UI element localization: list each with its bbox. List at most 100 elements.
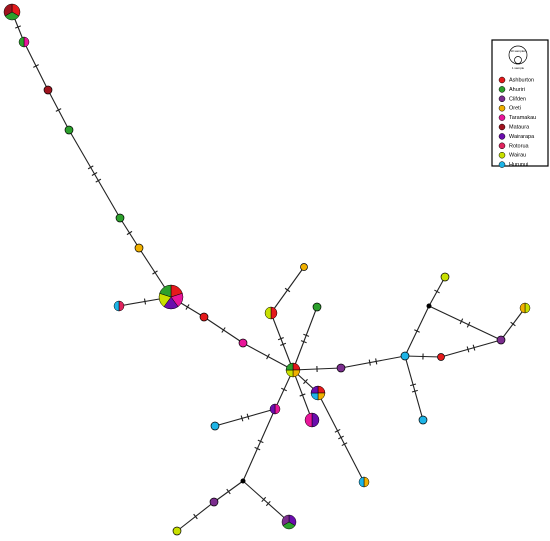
mutation-tick xyxy=(261,496,267,503)
mutation-tick xyxy=(375,358,378,365)
haplotype-slice xyxy=(363,476,370,488)
haplotype xyxy=(210,421,220,431)
mutation-tick xyxy=(226,488,231,495)
haplotype xyxy=(440,272,450,282)
edges xyxy=(11,11,526,532)
haplotype xyxy=(418,415,428,425)
scale-circle-small xyxy=(514,56,522,64)
legend-label: Ashburton xyxy=(509,77,534,83)
mutation-tick xyxy=(91,172,98,176)
haplotype-slice xyxy=(269,403,276,415)
mutation-tick xyxy=(284,287,291,293)
haplotype-slice xyxy=(274,403,281,415)
legend-swatch xyxy=(498,76,506,84)
haplotype xyxy=(496,335,506,345)
scale-label: 10 samples xyxy=(510,49,526,53)
edge xyxy=(270,312,294,371)
edge xyxy=(428,305,502,341)
mutation-tick xyxy=(277,337,284,341)
mutation-tick xyxy=(33,64,39,68)
legend-swatch xyxy=(498,104,506,112)
mutation-tick xyxy=(466,346,470,353)
legend-swatch xyxy=(498,161,506,168)
haplotype-slice xyxy=(358,476,365,488)
mutation-tick xyxy=(510,321,516,327)
haplotype-slice xyxy=(285,369,294,378)
mutation-tick xyxy=(240,415,244,422)
legend-label: Oreti xyxy=(509,106,521,112)
haplotype-slice xyxy=(519,302,526,314)
mutation-tick xyxy=(414,329,420,333)
legend-swatch xyxy=(498,95,506,103)
mutation-tick xyxy=(246,413,250,420)
scale-label: 1 sample xyxy=(512,66,525,70)
median-vector xyxy=(426,303,432,309)
mutation-tick xyxy=(466,321,471,328)
haplotype xyxy=(238,338,248,348)
mutation-tick xyxy=(55,108,62,112)
scale-circle-large xyxy=(508,45,528,65)
legend-swatch xyxy=(498,123,506,131)
mutation-tick xyxy=(411,389,418,393)
edge xyxy=(242,408,276,482)
haplotype xyxy=(336,363,346,373)
edge xyxy=(404,355,424,421)
edge xyxy=(292,306,318,371)
haplotype xyxy=(400,351,410,361)
haplotype xyxy=(437,353,445,361)
haplotype-slice xyxy=(317,392,326,401)
median-vector xyxy=(240,478,246,484)
haplotype xyxy=(312,302,322,312)
haplotype-slice xyxy=(270,306,278,320)
haplotype xyxy=(64,125,74,135)
legend-swatch xyxy=(498,86,506,93)
edge xyxy=(440,339,502,358)
mutation-tick xyxy=(266,353,270,360)
legend-swatch xyxy=(498,133,506,140)
haplotype-slice xyxy=(311,412,320,428)
haplotype-slice xyxy=(113,300,120,312)
haplotype-slice xyxy=(317,385,326,394)
mutation-tick xyxy=(459,318,464,325)
haplotype-slice xyxy=(18,36,25,48)
mutation-tick xyxy=(281,387,287,392)
mutation-tick xyxy=(303,378,308,385)
mutation-tick xyxy=(434,289,440,294)
haplotype xyxy=(172,526,182,536)
mutation-tick xyxy=(300,340,307,344)
mutation-tick xyxy=(143,298,147,305)
mutation-tick xyxy=(185,304,190,310)
haplotype-slice xyxy=(524,302,531,314)
haplotype xyxy=(134,243,144,253)
mutation-tick xyxy=(95,178,102,183)
mutation-tick xyxy=(254,446,261,451)
mutation-tick xyxy=(221,327,226,333)
haplotype-slice xyxy=(310,392,319,401)
mutation-tick xyxy=(280,342,287,346)
haplotype-slice xyxy=(292,362,301,371)
haplotype xyxy=(115,213,125,223)
haplotype-slice xyxy=(310,385,319,394)
mutation-tick xyxy=(152,270,158,275)
mutation-tick xyxy=(334,428,341,433)
haplotype-slice xyxy=(159,284,172,298)
mutation-tick xyxy=(126,230,133,236)
legend-swatch xyxy=(498,114,506,121)
legend-label: Wairau xyxy=(509,153,526,159)
legend-label: Hurunui xyxy=(509,162,528,168)
legend-label: Ahuriri xyxy=(509,87,525,93)
legend-swatch xyxy=(498,151,506,159)
legend-swatch xyxy=(498,142,506,150)
mutation-tick xyxy=(368,359,371,366)
mutation-tick xyxy=(193,513,198,520)
haplotype-slice xyxy=(304,412,313,428)
legend-label: Wairarapa xyxy=(509,134,535,140)
legend-label: Mataura xyxy=(509,124,530,130)
mutation-tick xyxy=(472,344,476,351)
haplotype-slice xyxy=(281,514,290,526)
mutation-tick xyxy=(341,442,348,447)
haplotype-slice xyxy=(23,36,30,48)
haplotype-slice xyxy=(264,306,272,320)
mutation-tick xyxy=(265,500,271,507)
